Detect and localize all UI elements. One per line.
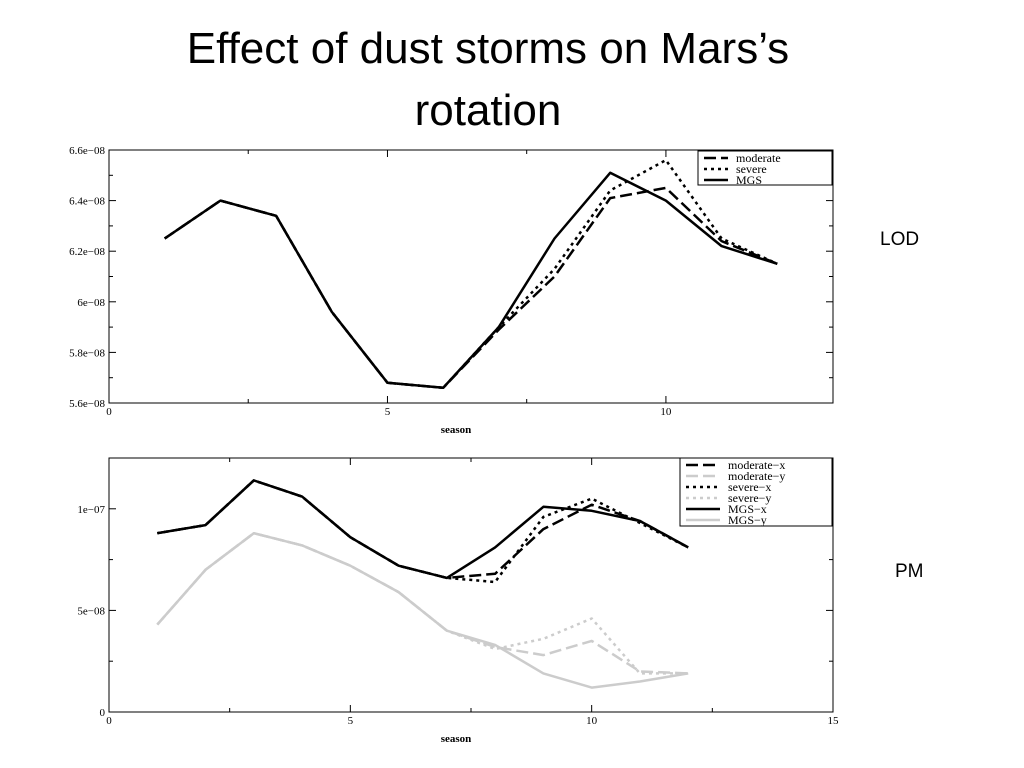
pm-x-tick-label: 0	[106, 715, 112, 727]
pm-legend: moderate−xmoderate−ysevere−xsevere−yMGS−…	[679, 457, 833, 527]
pm-y-tick-label: 1e−07	[77, 504, 105, 516]
pm-legend-label-5: MGS−y	[728, 513, 767, 527]
lod-series-line-0	[163, 186, 778, 390]
pm-label: PM	[895, 561, 924, 582]
pm-legend-label-0: moderate−x	[728, 458, 785, 472]
lod-y-tick-label: 6e−08	[77, 297, 105, 309]
pm-legend-label-2: severe−x	[728, 480, 771, 494]
pm-y-tick-label: 0	[100, 707, 106, 719]
pm-legend-label-4: MGS−x	[728, 502, 767, 516]
pm-chart: 0 5e−08 1e−07 0 5 10 15 season moderate−xmoderat…	[77, 457, 840, 745]
lod-x-tick-label: 0	[106, 406, 112, 418]
pm-series-line-5	[156, 531, 689, 689]
pm-x-tick-label: 10	[586, 715, 598, 727]
lod-label: LOD	[880, 229, 920, 250]
lod-x-tick-label: 5	[385, 406, 391, 418]
lod-y-tick-label: 5.8e−08	[69, 347, 105, 359]
lod-legend-label-0: moderate	[736, 151, 781, 165]
pm-series-line-1	[156, 531, 689, 675]
pm-x-tick-label: 15	[828, 715, 840, 727]
pm-legend-label-3: severe−y	[728, 491, 771, 505]
pm-series-line-4	[157, 479, 689, 580]
lod-legend-label-2: MGS	[736, 173, 762, 187]
slide-title: Effect of dust storms on Mars’s rotation	[0, 18, 976, 142]
lod-plot-frame	[108, 149, 834, 404]
slide-title-line1: Effect of dust storms on Mars’s	[186, 24, 790, 73]
pm-x-axis-title: season	[441, 733, 472, 745]
lod-chart: 5.6e−08 5.8e−08 6e−08 6.2e−08 6.4e−08 6.6e−08…	[69, 145, 834, 436]
lod-x-axis-title: season	[441, 424, 472, 436]
slide-title-line2: rotation	[414, 86, 562, 135]
pm-y-tick-label: 5e−08	[77, 605, 105, 617]
lod-y-tick-label: 6.4e−08	[69, 196, 105, 208]
lod-legend-label-1: severe	[736, 162, 767, 176]
lod-y-tick-label: 5.6e−08	[69, 398, 105, 410]
lod-x-tick-label: 10	[660, 406, 672, 418]
pm-series-line-3	[156, 531, 689, 675]
lod-series-line-1	[163, 158, 778, 390]
lod-y-tick-label: 6.6e−08	[69, 145, 105, 157]
lod-series-line-2	[163, 171, 778, 390]
lod-y-tick-label: 6.2e−08	[69, 246, 105, 258]
pm-legend-box	[679, 457, 833, 527]
pm-legend-label-1: moderate−y	[728, 469, 785, 483]
pm-x-tick-label: 5	[348, 715, 354, 727]
